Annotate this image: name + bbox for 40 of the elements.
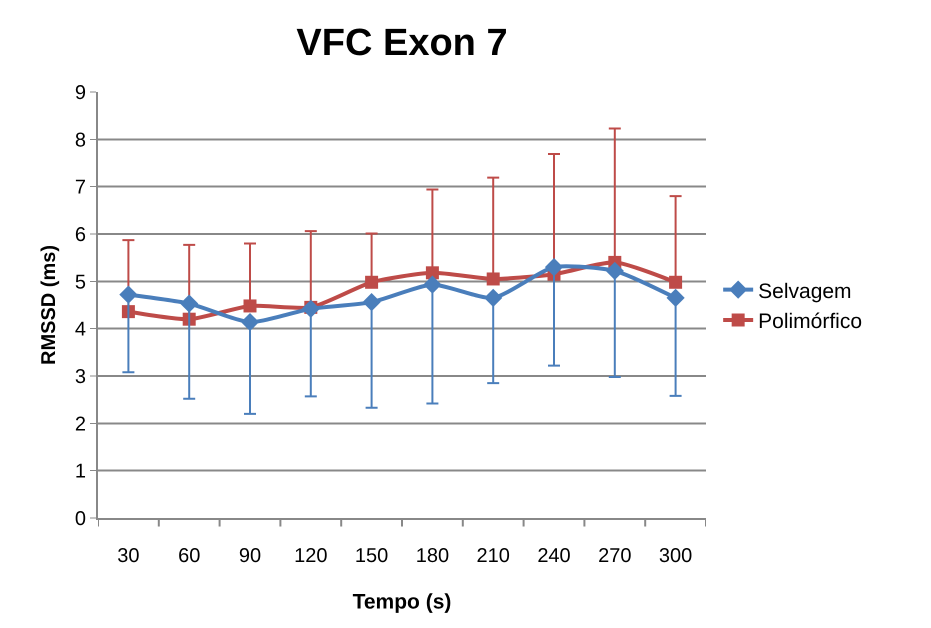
x-tick-label: 240: [537, 545, 571, 567]
point: [302, 300, 320, 318]
y-axis-title: RMSSD (ms): [38, 244, 60, 366]
x-tick-label: 270: [598, 545, 632, 567]
legend-label: Selvagem: [758, 280, 852, 303]
x-tick-label: 180: [416, 545, 450, 567]
point: [365, 276, 378, 289]
y-tick-label: 9: [74, 82, 86, 104]
point: [180, 294, 198, 313]
point: [669, 276, 682, 289]
x-tick-label: 120: [294, 545, 328, 567]
x-tick-label: 210: [476, 545, 510, 567]
point: [606, 262, 624, 280]
y-tick-label: 4: [74, 318, 86, 341]
y-tick-label: 5: [74, 271, 86, 294]
y-tick-label: 6: [74, 224, 86, 246]
y-tick-label: 3: [74, 366, 86, 388]
point: [666, 288, 685, 307]
y-tick-label: 7: [74, 176, 86, 199]
x-tick-label: 60: [178, 545, 200, 567]
y-tick-label: 8: [74, 129, 86, 152]
legend-label: Polimórfico: [758, 310, 862, 334]
x-tick-label: 90: [238, 545, 262, 567]
point: [362, 293, 381, 312]
x-tick-label: 150: [354, 545, 388, 567]
x-tick-label: 30: [117, 545, 140, 567]
point: [244, 299, 256, 312]
y-tick-label: 1: [74, 460, 86, 483]
x-tick-label: 300: [658, 545, 692, 567]
point: [240, 312, 260, 332]
point: [544, 258, 564, 276]
point: [484, 288, 502, 307]
point: [119, 285, 138, 304]
y-tick-label: 2: [74, 413, 86, 436]
point: [426, 266, 439, 280]
y-tick-label: 0: [74, 508, 86, 530]
x-axis-title: Tempo (s): [352, 590, 452, 614]
point: [423, 276, 442, 294]
chart-title: VFC Exon 7: [296, 22, 508, 64]
point: [486, 272, 500, 286]
